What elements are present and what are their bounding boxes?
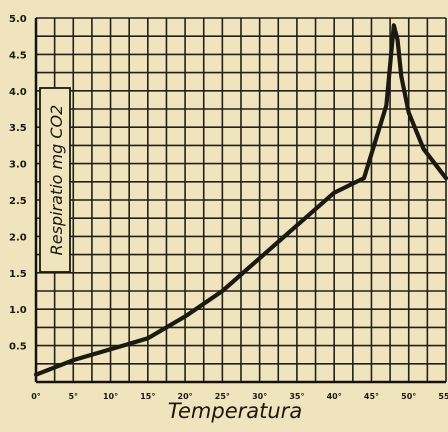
x-axis-label: Temperatura — [168, 399, 302, 423]
y-tick-label: 4.0 — [9, 87, 27, 98]
x-tick-label: 40° — [327, 392, 342, 401]
respiration-series-line — [33, 23, 448, 377]
x-tick-label: 35° — [289, 392, 304, 401]
y-tick-label: 2.5 — [9, 196, 27, 207]
series-layer — [33, 23, 448, 377]
x-tick-label: 45° — [364, 392, 379, 401]
y-axis-label: Respiratio mg CO2 — [47, 105, 66, 256]
x-tick-label: 55° — [438, 392, 448, 401]
x-tick-label: 15° — [140, 392, 155, 401]
x-tick-label: 50° — [401, 392, 416, 401]
y-tick-label: 0.5 — [9, 342, 27, 353]
grid-layer — [35, 17, 447, 383]
x-tick-label: 0° — [31, 392, 41, 401]
axis-layer — [34, 18, 446, 384]
y-tick-label: 3.5 — [9, 123, 27, 134]
y-tick-label: 4.5 — [9, 50, 27, 61]
y-tick-label: 1.0 — [9, 305, 27, 316]
x-tick-label: 5° — [68, 392, 78, 401]
y-tick-label: 2.0 — [9, 232, 27, 243]
x-tick-label: 30° — [252, 392, 267, 401]
y-axis-label-box — [39, 87, 71, 273]
x-tick-label: 20° — [178, 392, 193, 401]
y-tick-label: 5.0 — [9, 14, 27, 25]
x-tick-label: 25° — [215, 392, 230, 401]
y-tick-label: 1.5 — [9, 269, 27, 280]
y-axis-label-group: Respiratio mg CO2 — [39, 87, 71, 273]
y-tick-label: 3.0 — [9, 160, 27, 171]
tick-layer: 0.5 1.0 1.5 2.0 2.5 3.0 3.5 4.0 4.5 5.0 0° 5° 10° 15°… — [9, 14, 448, 401]
x-tick-label: 10° — [103, 392, 118, 401]
